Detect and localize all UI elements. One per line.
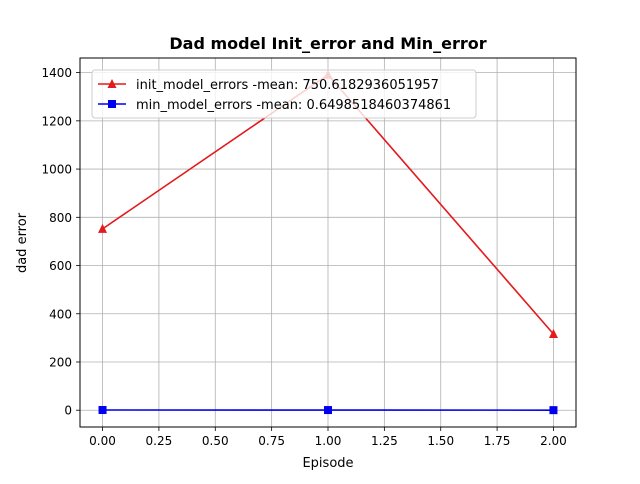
- legend-label-init: init_model_errors -mean: 750.61829360519…: [136, 78, 439, 93]
- y-tick-label: 600: [49, 259, 72, 273]
- x-tick-label: 1.25: [371, 434, 398, 448]
- y-tick-label: 1400: [41, 66, 72, 80]
- x-axis-label: Episode: [302, 456, 353, 471]
- y-tick-label: 1000: [41, 163, 72, 177]
- x-tick-label: 1.00: [315, 434, 342, 448]
- x-tick-label: 2.00: [540, 434, 567, 448]
- legend-square-icon: [108, 100, 116, 108]
- legend-label-min: min_model_errors -mean: 0.64985184603748…: [136, 98, 451, 113]
- x-tick-label: 0.75: [258, 434, 285, 448]
- y-tick-label: 800: [49, 211, 72, 225]
- data-point-square: [99, 406, 107, 414]
- y-tick-label: 400: [49, 307, 72, 321]
- chart-title: Dad model Init_error and Min_error: [169, 34, 486, 53]
- legend: init_model_errors -mean: 750.61829360519…: [92, 70, 476, 118]
- data-point-square: [549, 406, 557, 414]
- x-tick-label: 1.50: [427, 434, 454, 448]
- x-tick-label: 1.75: [484, 434, 511, 448]
- y-tick-label: 1200: [41, 114, 72, 128]
- data-point-square: [324, 406, 332, 414]
- y-tick-label: 200: [49, 355, 72, 369]
- y-tick-label: 0: [64, 404, 72, 418]
- x-tick-label: 0.50: [202, 434, 229, 448]
- x-tick-label: 0.00: [89, 434, 116, 448]
- y-axis-label: dad error: [15, 212, 30, 273]
- x-tick-label: 0.25: [146, 434, 173, 448]
